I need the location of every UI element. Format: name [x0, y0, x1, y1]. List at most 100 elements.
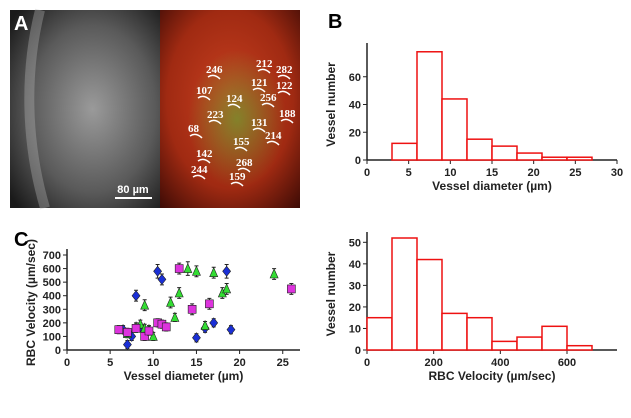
- x-tick-label: 10: [444, 167, 456, 179]
- vessel-trace: [261, 102, 275, 108]
- vessel-trace: [207, 74, 221, 80]
- y-tick-label: 400: [43, 291, 61, 303]
- vessel-label: 212: [256, 58, 273, 70]
- x-tick-label: 0: [364, 357, 370, 369]
- x-tick-label: 600: [558, 357, 576, 369]
- bar: [491, 145, 518, 161]
- vessel-label: 223: [207, 109, 224, 121]
- vessel-trace: [237, 167, 251, 173]
- vessel-label: 68: [188, 123, 200, 135]
- x-tick-label: 5: [107, 357, 113, 369]
- y-tick-label: 0: [355, 345, 361, 357]
- point: [166, 296, 176, 307]
- vessel-trace: [252, 127, 266, 133]
- bar: [516, 336, 543, 351]
- x-tick-label: 5: [406, 167, 412, 179]
- vessel-trace: [230, 181, 244, 187]
- vessel-label: 155: [233, 136, 250, 148]
- x-tick-label: 15: [190, 357, 202, 369]
- x-tick-label: 0: [64, 357, 70, 369]
- bar: [366, 316, 393, 351]
- y-tick-label: 0: [355, 155, 361, 167]
- vessel-label: 246: [206, 64, 223, 76]
- point: [153, 265, 162, 277]
- point: [192, 332, 201, 344]
- scale-bar-label: 80 µm: [117, 184, 149, 196]
- y-tick-label: 30: [349, 280, 361, 292]
- vessel-trace: [192, 174, 206, 180]
- y-tick-label: 50: [349, 237, 361, 249]
- y-tick-label: 20: [349, 302, 361, 314]
- point: [123, 339, 132, 351]
- point: [174, 264, 184, 273]
- vessel-label: 282: [276, 64, 293, 76]
- vessel-trace: [257, 68, 271, 74]
- y-tick-label: 700: [43, 250, 61, 262]
- vessel-trace: [227, 103, 241, 109]
- color-overlay: [160, 10, 300, 208]
- x-tick-label: 400: [491, 357, 509, 369]
- vessel-label: 124: [226, 93, 243, 105]
- vessel-trace: [208, 119, 222, 125]
- point: [174, 287, 184, 298]
- vessel-trace: [277, 90, 291, 96]
- point: [200, 319, 210, 330]
- bar: [391, 237, 418, 351]
- bar: [441, 98, 468, 161]
- x-tick-label: 15: [486, 167, 498, 179]
- panel-label: A: [14, 13, 28, 35]
- bar: [516, 152, 543, 161]
- point: [157, 273, 167, 285]
- x-axis-label: RBC Velocity (µm/sec): [429, 369, 556, 383]
- panel-label: B: [328, 11, 342, 33]
- x-tick-label: 20: [528, 167, 540, 179]
- y-tick-label: 10: [349, 323, 361, 335]
- vessel-trace: [197, 158, 211, 164]
- vessel-label: 244: [191, 164, 208, 176]
- bar: [441, 312, 468, 351]
- vessel-trace: [234, 146, 248, 152]
- vessel-trace: [197, 95, 211, 101]
- y-tick-label: 300: [43, 304, 61, 316]
- point: [205, 299, 214, 309]
- bar: [566, 344, 593, 351]
- y-tick-label: 100: [43, 331, 61, 343]
- x-tick-label: 25: [277, 357, 289, 369]
- point: [148, 330, 158, 341]
- point: [144, 326, 154, 336]
- x-tick-label: 200: [424, 357, 442, 369]
- point: [287, 284, 296, 294]
- grayscale-image: [10, 10, 160, 208]
- y-axis-label: Vessel number: [324, 62, 338, 147]
- image-panel: A 80 µm: [10, 8, 300, 210]
- point: [222, 283, 232, 294]
- x-tick-label: 0: [364, 167, 370, 179]
- point: [209, 266, 219, 277]
- y-tick-label: 600: [43, 264, 61, 276]
- x-axis-label: Vessel diameter (µm): [432, 179, 552, 193]
- x-tick-label: 10: [147, 357, 159, 369]
- point: [209, 317, 219, 329]
- point: [187, 304, 197, 314]
- point: [183, 262, 193, 273]
- x-tick-label: 20: [233, 357, 245, 369]
- point: [131, 323, 141, 333]
- point: [140, 299, 150, 310]
- vessel-shadow: [24, 8, 50, 210]
- point: [161, 322, 171, 332]
- point: [191, 265, 201, 276]
- bar: [466, 316, 493, 351]
- y-tick-label: 20: [349, 127, 361, 139]
- x-axis-label: Vessel diameter (µm): [124, 369, 244, 383]
- point: [170, 311, 180, 322]
- vessel-label: 107: [196, 85, 213, 97]
- vessel-trace: [277, 74, 291, 80]
- bar: [466, 138, 493, 161]
- y-tick-label: 60: [349, 72, 361, 84]
- vessel-label: 268: [236, 157, 253, 169]
- y-tick-label: 500: [43, 277, 61, 289]
- y-axis-label: RBC Velocity (µm/sec): [24, 239, 38, 366]
- bar: [541, 156, 568, 161]
- panel-label: C: [14, 229, 28, 251]
